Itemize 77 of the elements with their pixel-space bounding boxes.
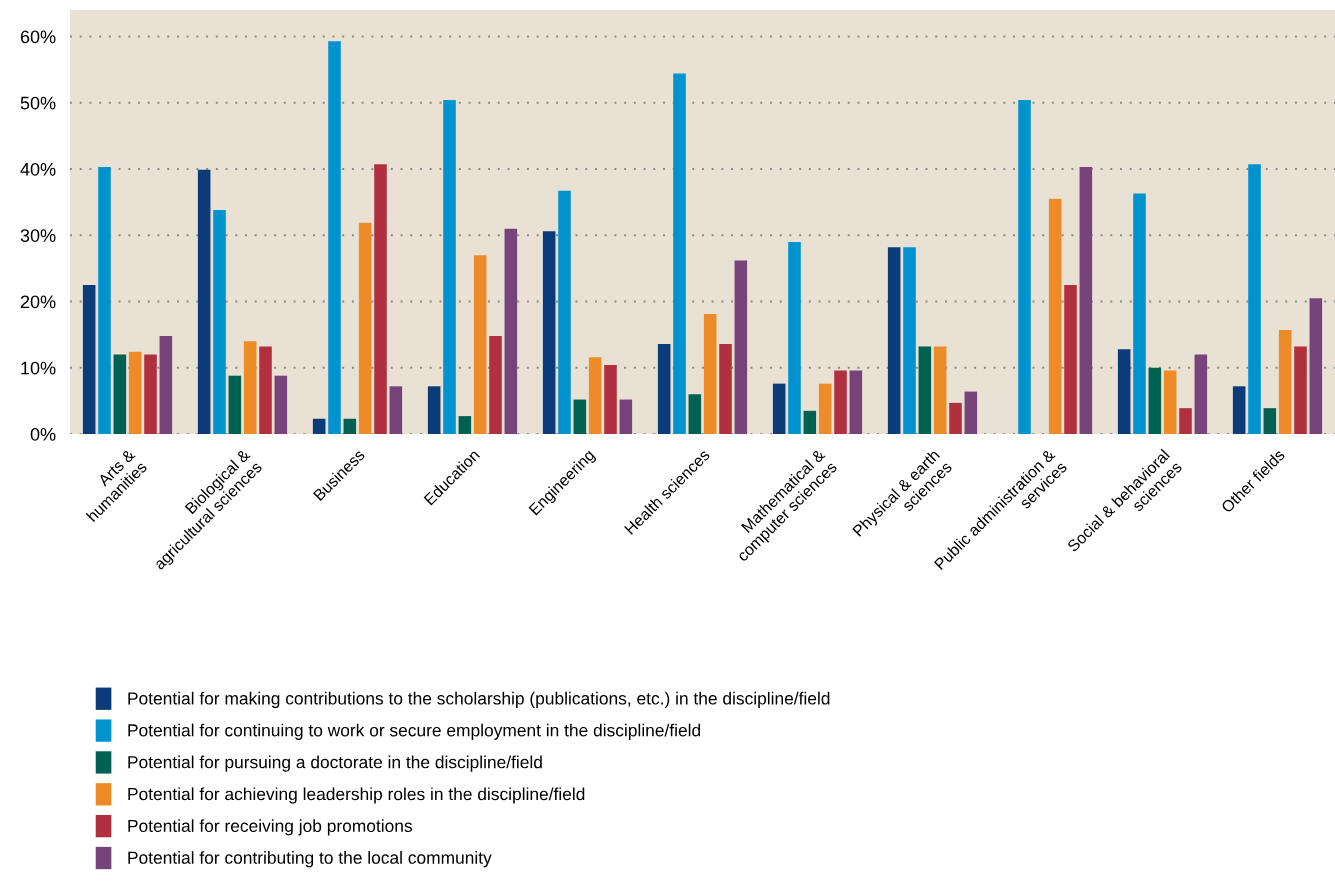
y-tick-label: 0%	[30, 427, 56, 441]
bar	[719, 343, 732, 434]
bar	[159, 335, 173, 434]
y-tick-label: 50%	[20, 96, 56, 110]
bar	[1278, 329, 1292, 434]
bar	[504, 228, 518, 434]
bar	[128, 351, 142, 434]
bar	[144, 354, 157, 434]
bar	[427, 386, 441, 434]
legend-label: Potential for achieving leadership roles in the discipline/field	[128, 787, 585, 804]
bar	[803, 410, 817, 434]
bar	[1117, 349, 1131, 434]
bar	[604, 365, 617, 434]
bar	[619, 399, 633, 434]
bar	[228, 375, 242, 434]
y-tick-label: 60%	[20, 30, 56, 44]
bar	[933, 346, 947, 434]
bar	[887, 247, 901, 434]
bar	[312, 418, 326, 434]
bar	[1148, 367, 1162, 434]
bar	[1232, 386, 1246, 434]
bar	[259, 346, 272, 434]
bar	[558, 190, 571, 434]
bar	[1018, 100, 1031, 434]
y-tick-label: 30%	[20, 229, 56, 242]
bar	[243, 341, 257, 434]
legend-label: Potential for making contributions to the scholarship (publications, etc.) in the discipline/field	[128, 691, 830, 709]
bar	[849, 370, 863, 434]
bar	[389, 386, 403, 434]
bar	[473, 255, 487, 434]
bar	[374, 164, 387, 434]
bar	[734, 260, 748, 434]
bar	[1064, 284, 1077, 434]
bar	[949, 402, 962, 434]
bar	[834, 370, 847, 434]
bar	[1179, 408, 1192, 434]
bar	[489, 335, 502, 434]
bar	[964, 391, 978, 434]
bar	[1133, 193, 1146, 434]
bar	[573, 399, 587, 434]
y-tick-label: 40%	[20, 162, 56, 176]
bar	[542, 231, 556, 434]
bar	[1248, 164, 1261, 434]
legend-label: Potential for pursuing a doctorate in the discipline/field	[128, 755, 542, 772]
bar	[98, 167, 111, 434]
bar	[588, 357, 602, 434]
y-tick-label: 10%	[21, 361, 56, 375]
bar	[673, 73, 686, 434]
bar	[1194, 354, 1208, 434]
bar	[1079, 167, 1093, 434]
bar	[1263, 408, 1277, 434]
bar	[328, 41, 341, 434]
bar	[1048, 198, 1062, 434]
bar	[903, 247, 916, 434]
bar	[688, 394, 702, 434]
y-tick-label: 20%	[20, 295, 56, 309]
legend-label: Potential for contributing to the local community	[128, 851, 492, 868]
legend-label: Potential for continuing to work or secure employment in the discipline/field	[128, 723, 701, 740]
bar	[343, 418, 357, 434]
bar	[213, 210, 226, 434]
bar	[443, 100, 456, 434]
bar	[197, 169, 211, 434]
bar	[918, 346, 932, 434]
bar	[657, 343, 671, 434]
bar	[1163, 370, 1177, 434]
bar	[358, 222, 372, 434]
bar	[113, 354, 127, 434]
bar	[703, 314, 717, 434]
bar	[458, 416, 472, 434]
bar	[1294, 346, 1307, 434]
bar	[274, 375, 288, 434]
bar	[818, 383, 832, 434]
bar	[1309, 298, 1323, 434]
legend-label: Potential for receiving job promotions	[128, 819, 412, 836]
bar	[82, 284, 96, 434]
bar	[788, 241, 801, 434]
bar	[772, 383, 786, 434]
